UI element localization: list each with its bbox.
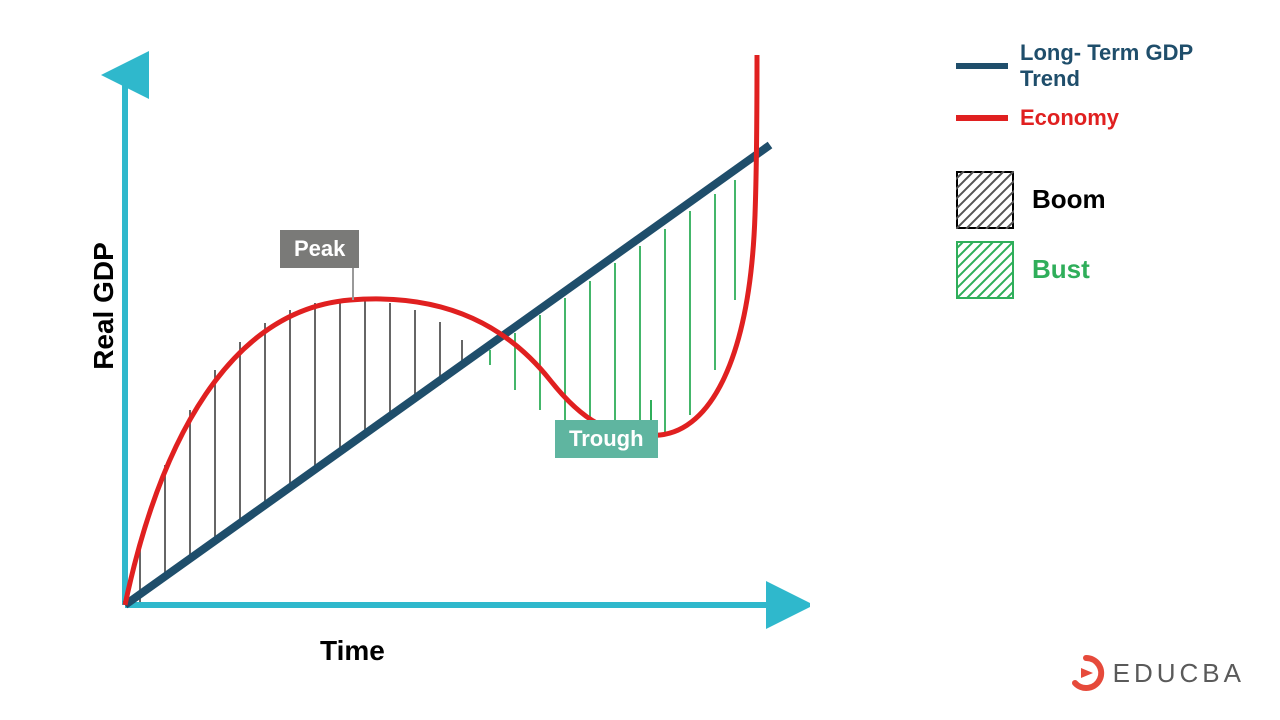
peak-callout: Peak [280,230,359,268]
legend-trend: Long- Term GDP Trend [956,40,1256,93]
peak-pointer [352,265,354,300]
legend-economy: Economy [956,105,1256,131]
legend-boom: Boom [956,171,1256,229]
legend: Long- Term GDP Trend Economy Boom Bust [956,40,1256,311]
legend-bust: Bust [956,241,1256,299]
legend-trend-label: Long- Term GDP Trend [1020,40,1256,93]
legend-boom-swatch [956,171,1014,229]
legend-bust-swatch [956,241,1014,299]
trough-callout: Trough [555,420,658,458]
legend-economy-line [956,115,1008,121]
business-cycle-chart [90,50,810,670]
legend-bust-label: Bust [1032,254,1090,285]
economy-curve [125,55,757,605]
legend-boom-label: Boom [1032,184,1106,215]
logo-text: EDUCBA [1113,658,1245,689]
legend-economy-label: Economy [1020,105,1119,131]
bust-hatch-group [490,180,735,437]
y-axis-label: Real GDP [88,242,120,370]
logo: EDUCBA [1067,654,1245,692]
legend-trend-line [956,63,1008,69]
x-axis-label: Time [320,635,385,667]
logo-icon [1067,654,1105,692]
chart-svg [90,50,810,670]
